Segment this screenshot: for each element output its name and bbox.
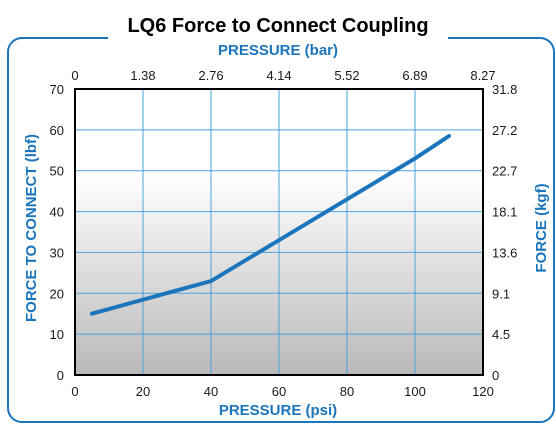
y-left-tick-label: 30 bbox=[50, 245, 64, 260]
x-bottom-tick-label: 40 bbox=[204, 384, 218, 399]
y-right-tick-label: 0 bbox=[492, 368, 499, 383]
x-top-tick-label: 2.76 bbox=[198, 68, 223, 83]
y-right-tick-label: 13.6 bbox=[492, 245, 517, 260]
x-bottom-axis-title: PRESSURE (psi) bbox=[219, 402, 337, 419]
y-left-tick-label: 70 bbox=[50, 82, 64, 97]
series-line bbox=[90, 133, 451, 316]
plot-border bbox=[74, 88, 484, 376]
y-left-axis-title: FORCE TO CONNECT (lbf) bbox=[23, 134, 40, 322]
x-bottom-tick-label: 20 bbox=[136, 384, 150, 399]
x-top-tick-label: 6.89 bbox=[402, 68, 427, 83]
y-right-tick-label: 18.1 bbox=[492, 205, 517, 220]
x-bottom-tick-label: 100 bbox=[404, 384, 426, 399]
y-right-tick-label: 31.8 bbox=[492, 82, 517, 97]
x-top-axis-title: PRESSURE (bar) bbox=[218, 42, 338, 59]
x-bottom-tick-label: 120 bbox=[472, 384, 494, 399]
x-top-tick-label: 8.27 bbox=[470, 68, 495, 83]
y-right-tick-label: 4.5 bbox=[492, 327, 510, 342]
chart-title: LQ6 Force to Connect Coupling bbox=[127, 15, 428, 37]
y-right-tick-label: 27.2 bbox=[492, 123, 517, 138]
y-left-tick-label: 10 bbox=[50, 327, 64, 342]
y-left-tick-label: 40 bbox=[50, 205, 64, 220]
y-left-tick-label: 60 bbox=[50, 123, 64, 138]
y-right-tick-label: 9.1 bbox=[492, 286, 510, 301]
y-right-axis-title: FORCE (kgf) bbox=[533, 183, 550, 272]
y-left-tick-label: 20 bbox=[50, 286, 64, 301]
x-top-tick-label: 4.14 bbox=[266, 68, 291, 83]
y-left-tick-label: 0 bbox=[57, 368, 64, 383]
x-bottom-tick-label: 0 bbox=[71, 384, 78, 399]
title-backdrop bbox=[108, 22, 448, 46]
x-top-tick-label: 0 bbox=[71, 68, 78, 83]
y-left-tick-label: 50 bbox=[50, 164, 64, 179]
x-bottom-tick-label: 80 bbox=[340, 384, 354, 399]
x-top-tick-label: 1.38 bbox=[130, 68, 155, 83]
y-right-tick-label: 22.7 bbox=[492, 164, 517, 179]
x-bottom-tick-label: 60 bbox=[272, 384, 286, 399]
x-top-tick-label: 5.52 bbox=[334, 68, 359, 83]
